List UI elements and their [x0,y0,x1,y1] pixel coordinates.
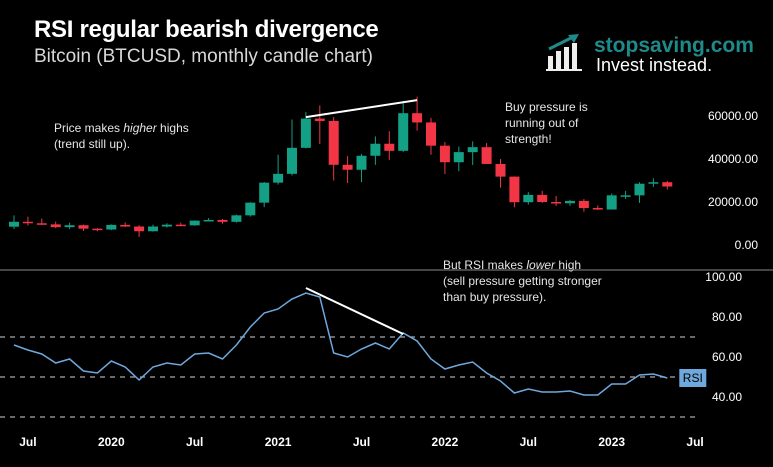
price-axis-tick: 40000.00 [708,152,758,166]
note-emphasis: lower [526,258,556,272]
note-emphasis: higher [123,121,157,135]
candle-up [300,118,311,148]
chart-title: RSI regular bearish divergence [34,16,379,43]
rsi-axis-tick: 40.00 [712,390,742,404]
time-axis-tick: 2020 [98,435,125,449]
chart-subtitle: Bitcoin (BTCUSD, monthly candle chart) [34,46,373,67]
candle-up [259,182,270,203]
note-text: running out of [505,116,579,130]
candle-down [662,182,673,187]
price-axis-tick: 0.00 [735,238,759,252]
candle-up [245,202,256,216]
candle-down [328,120,339,165]
candle-down [342,164,353,170]
candle-down [22,221,33,224]
rsi-trendline [305,287,404,335]
brand-name: stopsaving.com [594,34,754,57]
candle-up [189,220,200,226]
price-note: Price makes higher highs (trend still up… [54,120,189,152]
candle-up [273,173,284,183]
candle-up [467,147,478,153]
candle-down [314,118,325,121]
candle-up [64,225,75,228]
note-text: Price makes [54,121,124,135]
candle-down [36,223,47,225]
time-axis-tick: Jul [186,435,203,449]
note-text: (trend still up). [54,137,131,151]
candle-down [578,200,589,209]
candle-down [412,113,423,123]
candle-down [217,219,228,222]
rsi-label: RSI [683,371,703,385]
candle-up [523,194,534,203]
note-text: high [555,258,582,272]
candle-up [606,195,617,210]
note-text: highs [156,121,189,135]
bar-chart-arrow-icon [546,34,582,71]
candle-down [120,224,131,227]
candle-up [565,200,575,204]
candle-down [50,224,61,228]
candle-down [481,147,492,164]
candle-up [161,224,172,227]
price-axis-tick: 20000.00 [708,195,758,209]
rsi-axis-tick: 80.00 [712,310,742,324]
candle-down [78,225,89,229]
rsi-note: But RSI makes lower high (sell pressure … [443,257,602,305]
candle-up [287,147,297,174]
candle-down [426,122,436,146]
note-text: than buy pressure). [443,290,547,304]
candle-down [439,145,450,163]
candle-down [495,163,506,177]
rsi-label-badge [679,369,707,387]
candle-down [537,194,548,202]
note-text: (sell pressure getting stronger [443,274,602,288]
rsi-series-line [13,292,668,396]
time-axis-tick: Jul [19,435,36,449]
rsi-axis-tick: 60.00 [712,350,742,364]
candle-up [356,155,367,170]
time-axis-tick: Jul [353,435,370,449]
candle-up [9,221,19,227]
candle-up [648,182,659,184]
price-trendline [305,99,418,119]
candle-up [106,224,117,230]
time-axis-tick: Jul [686,435,703,449]
candle-down [92,228,103,231]
rsi-axis-tick: 100.00 [705,270,742,284]
brand-tagline: Invest instead. [596,55,713,75]
candle-down [509,176,520,203]
time-axis-tick: 2022 [432,435,459,449]
buy-pressure-note: Buy pressure is running out of strength! [505,99,588,147]
price-axis-tick: 60000.00 [708,109,758,123]
candle-up [231,215,242,222]
candle-down [551,202,562,204]
time-axis-tick: 2023 [598,435,625,449]
candle-down [592,208,603,210]
candle-up [370,143,381,156]
candle-up [203,219,214,222]
candle-down [134,226,145,232]
candle-up [398,113,409,151]
candle-up [453,152,464,163]
time-axis-tick: 2021 [265,435,292,449]
note-text: strength! [505,132,552,146]
note-text: But RSI makes [443,258,527,272]
candle-up [620,195,631,197]
candle-down [175,224,186,227]
candle-up [148,226,158,232]
time-axis-tick: Jul [520,435,537,449]
candle-up [634,183,645,196]
note-text: Buy pressure is [505,100,588,114]
candle-down [384,143,395,151]
